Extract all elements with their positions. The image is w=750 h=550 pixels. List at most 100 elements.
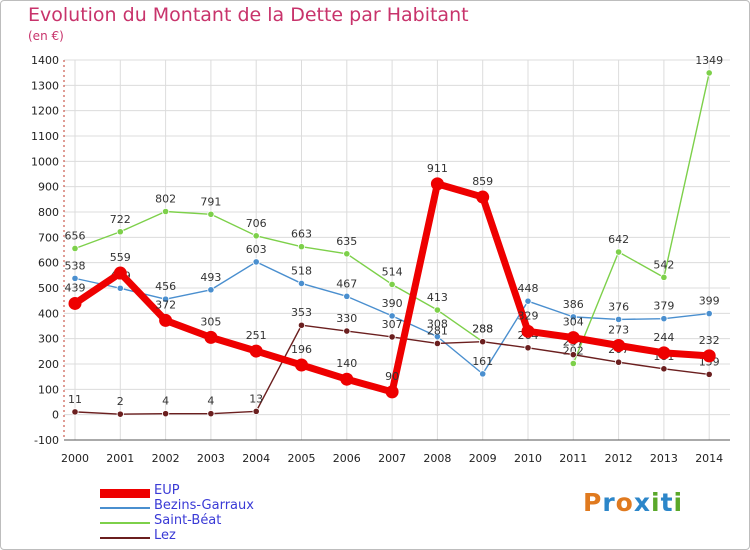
data-point: [71, 244, 79, 253]
data-label: 11: [68, 393, 82, 406]
data-point: [479, 338, 487, 346]
data-point: [113, 266, 127, 280]
data-label: 196: [291, 343, 312, 356]
legend-swatch: [100, 537, 150, 539]
chart-subtitle: (en €): [28, 29, 64, 43]
data-label: 307: [382, 318, 403, 331]
data-point: [343, 292, 351, 300]
data-point: [385, 385, 399, 399]
x-tick-label: 2008: [423, 452, 451, 465]
y-tick-label: 1000: [31, 155, 59, 168]
data-label: 232: [699, 334, 720, 347]
data-label: 376: [608, 300, 629, 313]
data-point: [388, 333, 396, 341]
data-point: [340, 372, 354, 386]
data-point: [207, 410, 215, 418]
data-label: 399: [699, 295, 720, 308]
legend-label: Saint-Béat: [154, 513, 222, 528]
data-point: [705, 69, 713, 77]
data-point: [612, 339, 626, 353]
data-point: [657, 346, 671, 360]
data-label: 791: [200, 195, 221, 208]
data-point: [162, 410, 170, 418]
y-tick-label: 1200: [31, 105, 59, 118]
y-tick-label: 900: [38, 181, 59, 194]
x-tick-label: 2009: [469, 452, 497, 465]
x-tick-label: 2002: [152, 452, 180, 465]
x-tick-label: 2007: [378, 452, 406, 465]
chart-title: Evolution du Montant de la Dette par Hab…: [28, 4, 469, 26]
data-label: 4: [162, 395, 169, 408]
data-point: [71, 408, 79, 416]
data-label: 305: [200, 315, 221, 328]
data-point: [252, 258, 260, 266]
data-point: [388, 312, 396, 320]
data-label: 273: [608, 324, 629, 337]
data-label: 706: [246, 217, 267, 230]
data-label: 161: [472, 355, 493, 368]
data-point: [569, 313, 577, 321]
data-label: 911: [427, 162, 448, 175]
data-point: [705, 370, 713, 378]
data-point: [479, 370, 487, 378]
data-point: [162, 207, 170, 216]
data-label: 493: [200, 271, 221, 284]
data-label: 538: [65, 259, 86, 272]
y-tick-label: 600: [38, 257, 59, 270]
data-label: 514: [382, 265, 403, 278]
x-tick-label: 2004: [242, 452, 270, 465]
data-label: 372: [155, 298, 176, 311]
x-tick-label: 2011: [559, 452, 587, 465]
x-tick-label: 2001: [106, 452, 134, 465]
y-tick-label: 300: [38, 333, 59, 346]
data-label: 722: [110, 213, 131, 226]
y-tick-label: 0: [52, 409, 59, 422]
data-point: [207, 210, 215, 218]
data-label: 559: [110, 251, 131, 264]
y-tick-label: 1100: [31, 130, 59, 143]
data-label: 288: [472, 323, 493, 336]
x-tick-label: 2006: [333, 452, 361, 465]
data-label: 330: [336, 312, 357, 325]
data-label: 386: [563, 298, 584, 311]
data-point: [660, 273, 668, 281]
x-tick-label: 2003: [197, 452, 225, 465]
data-label: 448: [518, 282, 539, 295]
data-point: [705, 309, 713, 318]
data-label: 13: [249, 392, 263, 405]
data-label: 542: [653, 258, 674, 271]
data-label: 2: [117, 395, 124, 408]
data-label: 603: [246, 243, 267, 256]
y-tick-label: 500: [38, 282, 59, 295]
data-label: 288: [472, 323, 493, 336]
data-point: [162, 295, 170, 303]
legend-swatch: [100, 507, 150, 509]
data-label: 251: [246, 329, 267, 342]
data-point: [249, 344, 263, 358]
legend-label: EUP: [154, 483, 180, 498]
data-point: [430, 177, 444, 191]
series-eup: 439 559 372 305 251 196 140 90 911 859 329 304 273 24…: [65, 162, 720, 399]
data-label: 304: [563, 316, 584, 329]
data-point: [702, 349, 716, 363]
x-tick-label: 2010: [514, 452, 542, 465]
x-tick-label: 2005: [288, 452, 316, 465]
data-point: [433, 333, 441, 341]
legend-label: Bezins-Garraux: [154, 498, 254, 513]
y-tick-label: 200: [38, 358, 59, 371]
data-point: [204, 330, 218, 344]
data-label: 413: [427, 291, 448, 304]
data-point: [521, 324, 535, 338]
data-point: [295, 358, 308, 372]
data-point: [569, 351, 577, 359]
data-point: [116, 410, 124, 418]
data-point: [433, 306, 441, 314]
data-point: [660, 365, 668, 373]
data-label: 663: [291, 228, 312, 241]
data-point: [614, 358, 623, 366]
data-label: 281: [427, 324, 448, 337]
data-label: 859: [472, 175, 493, 188]
data-point: [116, 228, 124, 236]
